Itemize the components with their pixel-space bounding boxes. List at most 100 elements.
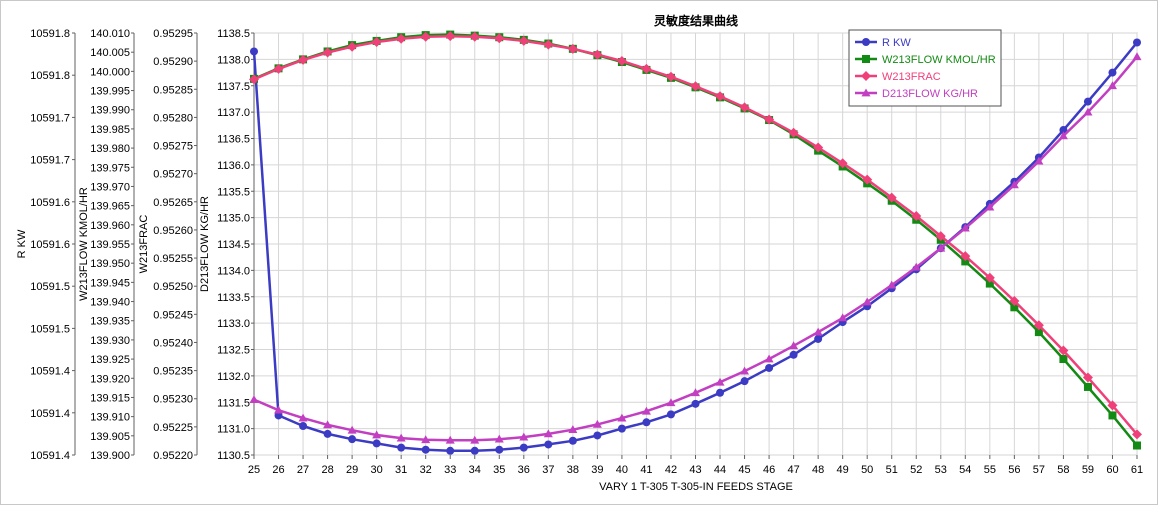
data-point (1133, 441, 1141, 450)
legend-swatch-marker (862, 55, 870, 63)
data-point (985, 202, 995, 211)
data-point (1058, 131, 1068, 140)
x-tick-label: 54 (959, 464, 971, 476)
x-tick-label: 27 (297, 464, 309, 476)
data-point (814, 334, 823, 343)
y-tick-label: 139.935 (90, 316, 130, 328)
series-3 (249, 52, 1142, 444)
data-point (396, 433, 406, 442)
x-tick-label: 48 (812, 464, 824, 476)
y-tick-label: 10591.6 (30, 239, 70, 251)
data-point (593, 431, 602, 440)
data-point (1058, 345, 1069, 356)
data-point (544, 440, 553, 449)
legend-swatch-marker (861, 88, 871, 97)
data-point (862, 174, 873, 185)
y-tick-label: 139.905 (90, 431, 130, 443)
series-layer (249, 30, 1142, 455)
y-tick-label: 140.005 (90, 47, 130, 59)
x-tick-label: 47 (787, 464, 799, 476)
data-point (298, 413, 308, 422)
x-tick-label: 29 (346, 464, 358, 476)
y-tick-label: 139.980 (90, 143, 130, 155)
data-point (494, 33, 505, 44)
y-tick-label: 139.930 (90, 335, 130, 347)
data-point (1132, 429, 1142, 440)
axes: 25 26 27 28 29 30 31 32 33 34 35 36 37 38 39 40 41 42 43 44… (16, 28, 1143, 476)
data-point (323, 429, 332, 438)
data-point (764, 354, 774, 363)
y-tick-label: 0.95230 (153, 394, 193, 406)
y-tick-label: 10591.8 (30, 70, 70, 82)
y-axis-label: D213FLOW KG/HR (199, 196, 211, 292)
x-tick-label: 51 (886, 464, 898, 476)
x-tick-label: 50 (861, 464, 873, 476)
y-tick-label: 139.995 (90, 86, 130, 98)
y-tick-label: 1132.0 (217, 371, 250, 383)
legend-label: D213FLOW KG/HR (882, 88, 978, 100)
y-tick-label: 140.010 (90, 28, 130, 40)
data-point (887, 280, 897, 289)
series-2 (249, 31, 1142, 440)
x-tick-label: 53 (935, 464, 947, 476)
y-tick-label: 139.990 (90, 105, 130, 117)
data-point (1133, 38, 1141, 47)
data-point (1082, 372, 1093, 383)
y-tick-label: 1134.0 (217, 265, 250, 277)
data-point (470, 446, 479, 455)
data-point (715, 377, 725, 386)
y-tick-label: 1133.5 (217, 292, 250, 304)
y-tick-label: 10591.7 (30, 112, 70, 124)
y-tick-label: 140.000 (90, 66, 130, 78)
data-point (984, 272, 995, 283)
x-tick-label: 36 (518, 464, 530, 476)
x-tick-label: 58 (1057, 464, 1069, 476)
x-tick-label: 61 (1131, 464, 1143, 476)
x-tick-label: 32 (420, 464, 432, 476)
y-tick-label: 0.95260 (153, 225, 193, 237)
y-tick-label: 0.95275 (153, 141, 193, 153)
data-point (567, 43, 578, 54)
y-axis-rkw: 10591.4 10591.4 10591.4 10591.5 10591.5 10591… (16, 28, 76, 462)
y-tick-label: 1132.5 (217, 345, 250, 357)
y-tick-label: 139.940 (90, 297, 130, 309)
data-point (1034, 156, 1044, 165)
y-axis-w213flow: 139.900 139.905 139.910 139.915 139.920 139.9… (78, 28, 135, 462)
legend-item: D213FLOW KG/HR (855, 88, 978, 100)
y-tick-label: 0.95250 (153, 281, 193, 293)
x-tick-label: 35 (493, 464, 505, 476)
data-point (789, 350, 798, 359)
y-tick-label: 0.95270 (153, 169, 193, 181)
data-point (617, 413, 627, 422)
data-point (1108, 411, 1117, 420)
y-tick-label: 10591.4 (30, 450, 70, 462)
data-point (470, 435, 480, 444)
y-tick-label: 0.95265 (153, 197, 193, 209)
data-point (1009, 295, 1020, 306)
data-point (592, 49, 603, 60)
data-point (420, 31, 431, 42)
legend-label: W213FRAC (882, 71, 941, 83)
y-tick-label: 10591.5 (30, 281, 70, 293)
data-point (397, 443, 406, 452)
y-tick-label: 139.925 (90, 354, 130, 366)
data-point (813, 142, 824, 153)
data-point (494, 434, 504, 443)
x-tick-label: 59 (1082, 464, 1094, 476)
x-tick-label: 26 (272, 464, 284, 476)
x-tick-label: 34 (469, 464, 481, 476)
y-tick-label: 139.945 (90, 277, 130, 289)
data-point (347, 41, 358, 52)
y-tick-label: 139.965 (90, 201, 130, 213)
y-tick-label: 0.95295 (153, 28, 193, 40)
data-point (1083, 97, 1092, 106)
data-point (469, 31, 480, 42)
data-point (396, 33, 407, 44)
data-point (862, 297, 872, 306)
y-tick-label: 10591.7 (30, 155, 70, 167)
data-point (935, 231, 946, 242)
data-point (740, 377, 749, 386)
y-tick-label: 139.950 (90, 258, 130, 270)
